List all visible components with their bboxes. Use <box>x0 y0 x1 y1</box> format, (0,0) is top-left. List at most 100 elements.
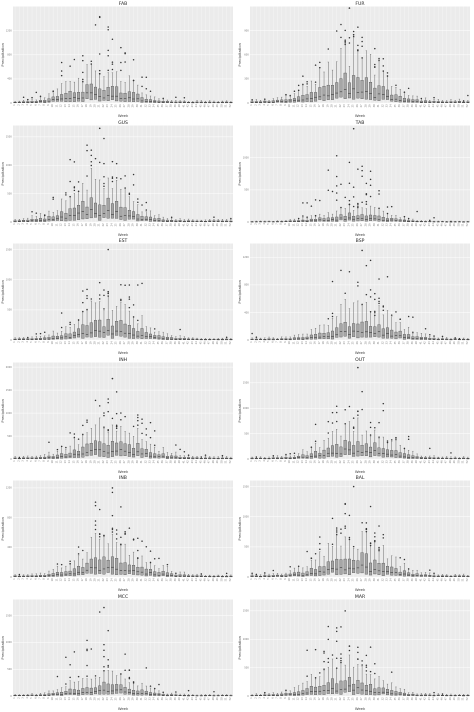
box-week-40 <box>178 572 182 578</box>
x-tick-label: 16 <box>77 697 80 701</box>
box-week-42 <box>187 101 191 104</box>
x-tick-label: 27 <box>123 341 126 345</box>
outlier-point <box>340 23 342 26</box>
box-week-27 <box>123 531 127 576</box>
box-week-26 <box>119 284 123 337</box>
box-week-14 <box>68 65 72 102</box>
outlier-point <box>395 84 397 86</box>
box-week-20 <box>94 302 97 337</box>
box <box>98 560 102 575</box>
box <box>102 557 106 575</box>
box-week-28 <box>127 192 131 219</box>
outlier-point <box>327 432 330 434</box>
x-tick-label: 30 <box>373 222 376 226</box>
box-week-1 <box>13 456 17 459</box>
outlier-point <box>90 648 93 650</box>
outlier-point <box>289 94 291 97</box>
box <box>322 566 326 576</box>
x-tick-label: 39 <box>174 578 177 582</box>
outlier-point <box>399 557 401 559</box>
x-tick-label: 42 <box>187 104 190 108</box>
outlier-point <box>103 137 105 139</box>
x-tick-label: 38 <box>170 222 173 226</box>
x-tick-label: 43 <box>428 341 431 345</box>
x-tick-label: 9 <box>47 104 50 106</box>
box <box>326 561 330 575</box>
x-tick-label: 45 <box>436 222 439 226</box>
box-week-29 <box>132 425 136 458</box>
box <box>77 92 81 102</box>
outlier-point <box>340 269 342 272</box>
box <box>386 689 389 696</box>
box-week-4 <box>263 456 267 459</box>
x-tick-label: 14 <box>305 578 308 582</box>
outlier-point <box>137 319 139 322</box>
outlier-point <box>187 689 190 692</box>
outlier-point <box>352 30 355 33</box>
x-tick-label: 22 <box>102 460 105 464</box>
box-week-28 <box>364 265 368 338</box>
x-tick-label: 49 <box>216 578 219 582</box>
plot-background <box>13 243 233 341</box>
box <box>39 217 42 222</box>
x-tick-label: 29 <box>132 578 135 582</box>
x-tick-label: 38 <box>170 104 173 108</box>
outlier-point <box>378 421 380 424</box>
outlier-point <box>98 294 101 296</box>
outlier-point <box>340 657 342 660</box>
x-tick-label: 39 <box>411 104 414 108</box>
x-tick-label: 49 <box>216 697 219 701</box>
outlier-point <box>335 184 338 187</box>
x-tick-label: 23 <box>343 341 346 345</box>
x-tick-label: 10 <box>51 578 54 582</box>
box <box>60 211 64 221</box>
box-week-2 <box>254 693 258 697</box>
outlier-point <box>369 184 372 186</box>
x-tick-label: 25 <box>115 341 118 345</box>
outlier-point <box>162 691 164 694</box>
box-week-40 <box>178 448 182 459</box>
outlier-point <box>43 213 46 216</box>
outlier-point <box>132 79 135 82</box>
box-week-4 <box>263 572 267 578</box>
outlier-point <box>335 154 338 157</box>
box-week-2 <box>254 336 258 341</box>
outlier-point <box>352 546 355 548</box>
box <box>115 321 119 336</box>
outlier-point <box>94 505 97 507</box>
outlier-point <box>27 98 29 101</box>
y-tick-label: 0 <box>10 220 12 223</box>
box <box>390 94 394 102</box>
box <box>72 689 76 695</box>
box-week-14 <box>68 321 72 340</box>
box <box>428 338 432 340</box>
outlier-point <box>128 296 131 298</box>
outlier-point <box>39 95 42 98</box>
box-week-13 <box>64 191 68 221</box>
box-week-12 <box>297 334 301 340</box>
outlier-point <box>357 414 359 416</box>
box <box>373 326 377 338</box>
box-week-6 <box>34 574 38 578</box>
box-week-11 <box>292 687 296 696</box>
x-tick-label: 50 <box>457 460 460 464</box>
x-tick-label: 52 <box>466 578 469 582</box>
box-week-50 <box>457 98 461 103</box>
outlier-point <box>204 454 207 456</box>
box-week-38 <box>407 435 411 459</box>
box <box>381 86 385 100</box>
box-week-34 <box>390 86 394 102</box>
x-tick-label: 41 <box>419 104 422 108</box>
outlier-point <box>335 191 338 194</box>
outlier-point <box>352 33 355 36</box>
outlier-point <box>361 40 363 43</box>
box <box>309 453 313 459</box>
box-week-34 <box>153 558 157 577</box>
box-week-41 <box>419 455 423 459</box>
box-week-45 <box>436 220 440 222</box>
x-tick-label: 30 <box>136 460 139 464</box>
x-tick-label: 29 <box>132 341 135 345</box>
box-week-27 <box>360 660 364 695</box>
